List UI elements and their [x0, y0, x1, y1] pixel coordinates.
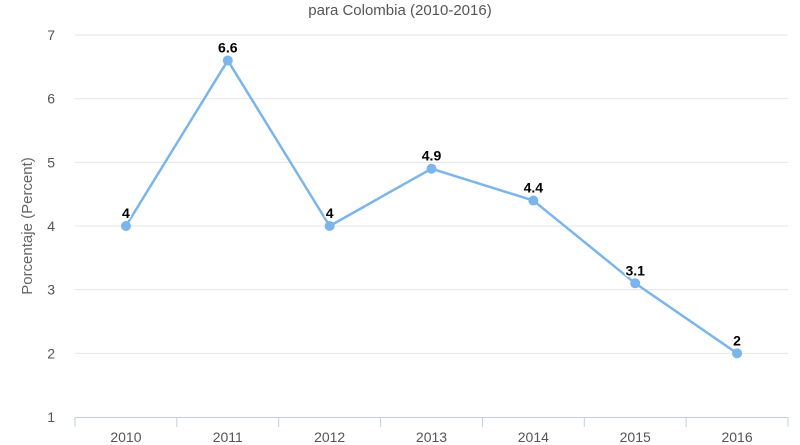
gridlines — [75, 34, 788, 354]
x-tick-label-2015: 2015 — [620, 429, 651, 445]
data-point-2016[interactable] — [732, 348, 743, 359]
data-label-2010: 4 — [122, 205, 130, 221]
x-tick-label-2012: 2012 — [314, 429, 345, 445]
x-tick-label-2011: 2011 — [213, 429, 243, 445]
y-tick-label: 6 — [47, 91, 55, 107]
x-tick-label-2010: 2010 — [110, 429, 141, 445]
x-tick-label-2013: 2013 — [416, 429, 447, 445]
data-label-2013: 4.9 — [422, 148, 442, 164]
data-label-2012: 4 — [326, 205, 334, 221]
data-point-2014[interactable] — [528, 195, 539, 206]
data-label-2015: 3.1 — [625, 262, 645, 278]
data-labels: 4 6.6 4 4.9 4.4 3.1 2 — [121, 38, 743, 350]
data-point-2013[interactable] — [426, 163, 437, 174]
data-point-2011[interactable] — [222, 55, 233, 66]
data-point-2012[interactable] — [324, 221, 335, 231]
data-point-2015[interactable] — [630, 278, 641, 289]
y-tick-label: 4 — [47, 218, 55, 234]
x-tick-label-2014: 2014 — [518, 429, 549, 445]
data-label-2016: 2 — [733, 332, 741, 348]
series-line-group — [120, 55, 743, 359]
y-tick-label: 3 — [47, 282, 55, 298]
y-tick-label: 7 — [47, 27, 55, 43]
data-label-2014: 4.4 — [524, 180, 544, 196]
x-axis-tick-labels: 2010 2011 2012 2013 2014 2015 2016 — [110, 429, 753, 445]
data-point-2010[interactable] — [120, 221, 131, 231]
y-axis-label: Porcentaje (Percent) — [19, 157, 36, 295]
y-tick-label: 1 — [47, 409, 55, 425]
data-label-2011: 6.6 — [218, 39, 238, 55]
y-tick-label: 5 — [47, 154, 55, 170]
x-axis — [74, 417, 789, 427]
chart-title: para Colombia (2010-2016) — [308, 2, 491, 19]
y-axis-tick-labels: 1 2 3 4 5 6 7 — [47, 27, 55, 425]
y-tick-label: 2 — [47, 345, 55, 361]
series-line — [124, 59, 739, 355]
x-tick-label-2016: 2016 — [721, 429, 752, 445]
